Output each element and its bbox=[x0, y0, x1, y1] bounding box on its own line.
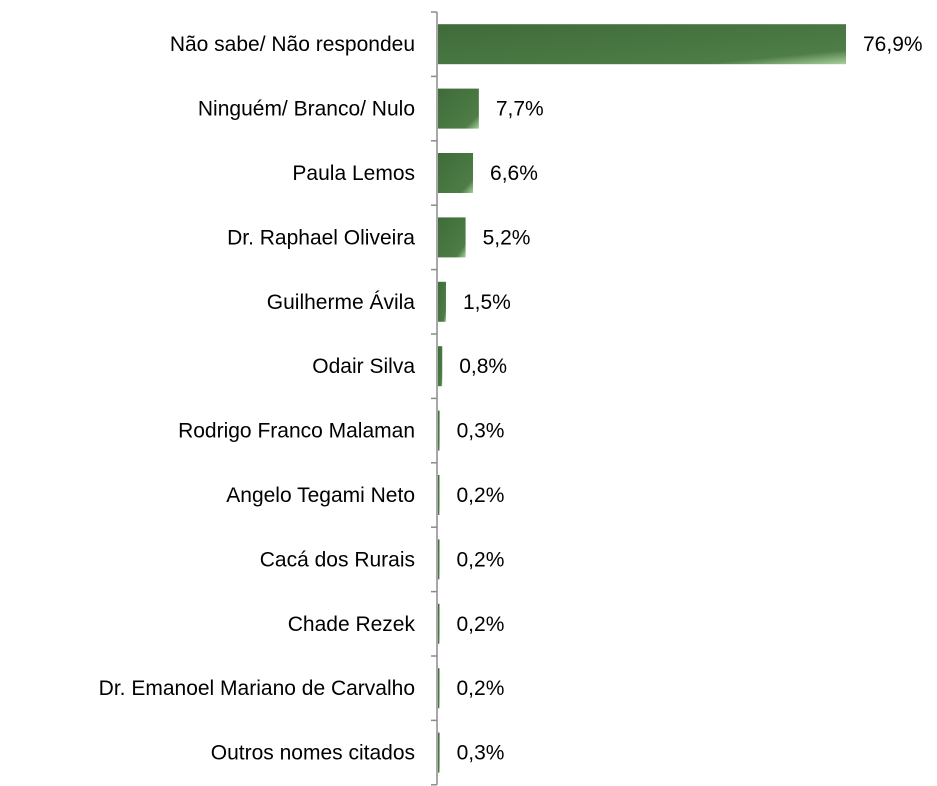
bar bbox=[438, 281, 446, 322]
category-label: Não sabe/ Não respondeu bbox=[170, 33, 415, 56]
category-label: Dr. Raphael Oliveira bbox=[227, 226, 415, 249]
category-label: Guilherme Ávila bbox=[267, 291, 416, 314]
value-label: 1,5% bbox=[463, 291, 511, 314]
value-label: 0,8% bbox=[459, 355, 507, 378]
value-label: 6,6% bbox=[490, 162, 538, 185]
category-label: Outros nomes citados bbox=[211, 742, 415, 765]
bar bbox=[438, 603, 440, 644]
value-label: 0,2% bbox=[457, 613, 505, 636]
value-label: 5,2% bbox=[483, 226, 531, 249]
category-label: Cacá dos Rurais bbox=[260, 548, 415, 571]
bar bbox=[438, 88, 479, 129]
category-label: Odair Silva bbox=[312, 355, 415, 378]
category-label: Angelo Tegami Neto bbox=[226, 484, 415, 507]
bar bbox=[438, 217, 466, 258]
bar bbox=[438, 346, 443, 387]
bar bbox=[438, 24, 846, 65]
value-label: 0,2% bbox=[457, 548, 505, 571]
bar bbox=[438, 153, 474, 193]
bars-group bbox=[438, 24, 846, 773]
bar bbox=[438, 410, 440, 451]
value-labels: 76,9% 7,7% 6,6% 5,2% 1,5% 0,8% 0,3% 0,2% 0,2% 0,2… bbox=[457, 33, 923, 764]
value-label: 0,2% bbox=[457, 677, 505, 700]
value-label: 0,3% bbox=[457, 420, 505, 443]
value-label: 0,3% bbox=[457, 742, 505, 765]
category-label: Dr. Emanoel Mariano de Carvalho bbox=[99, 677, 415, 700]
category-label: Ninguém/ Branco/ Nulo bbox=[198, 98, 415, 121]
value-label: 76,9% bbox=[863, 33, 923, 56]
value-label: 0,2% bbox=[457, 484, 505, 507]
bar bbox=[438, 668, 440, 709]
category-axis bbox=[431, 11, 438, 786]
bar bbox=[438, 539, 440, 580]
category-label: Rodrigo Franco Malaman bbox=[178, 420, 415, 443]
category-label: Paula Lemos bbox=[292, 162, 415, 185]
value-label: 7,7% bbox=[496, 98, 544, 121]
bar bbox=[438, 475, 440, 515]
category-label: Chade Rezek bbox=[288, 613, 416, 636]
bar bbox=[438, 732, 440, 773]
category-labels: Não sabe/ Não respondeu Ninguém/ Branco/ … bbox=[99, 33, 416, 764]
